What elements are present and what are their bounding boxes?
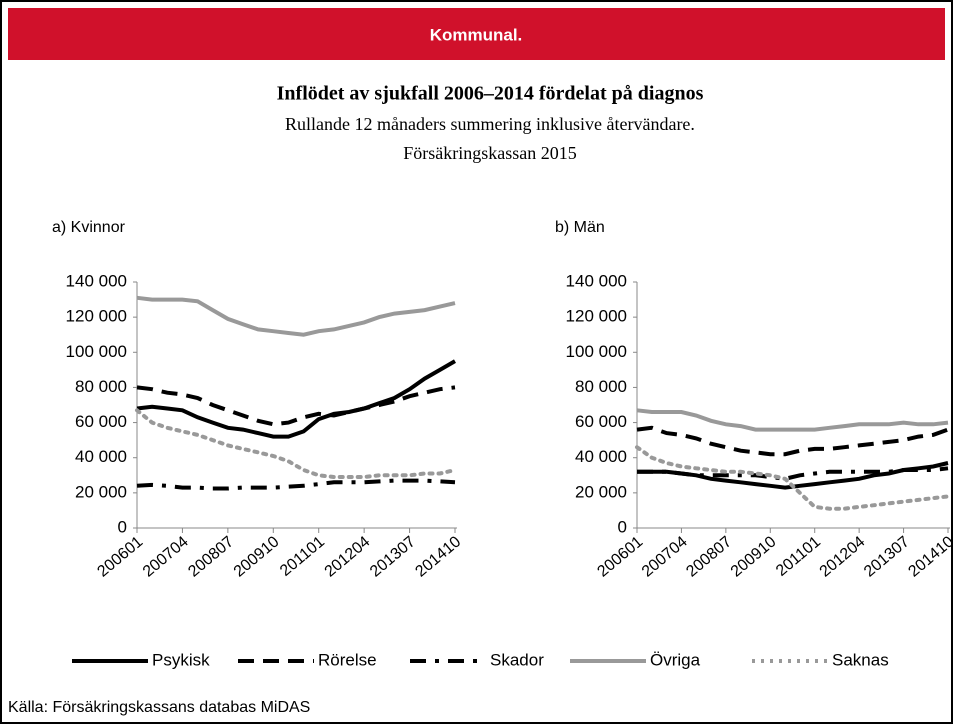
legend-label: Saknas	[832, 650, 889, 669]
series-line	[635, 445, 950, 511]
panel-title: a) Kvinnor	[52, 219, 126, 236]
y-tick-label: 60 000	[575, 412, 627, 431]
y-tick-label: 0	[118, 517, 127, 536]
y-tick-label: 100 000	[566, 342, 627, 361]
header-bar	[8, 8, 945, 60]
legend-label: Rörelse	[318, 650, 377, 669]
chart-title: Inflödet av sjukfall 2006–2014 fördelat …	[277, 83, 704, 105]
y-tick-label: 20 000	[75, 482, 127, 501]
series-line	[637, 466, 949, 481]
legend-label: Psykisk	[152, 650, 210, 669]
subtitle: Försäkringskassan 2015	[403, 143, 577, 163]
series-line	[136, 385, 456, 427]
header-logo: Kommunal.	[430, 25, 523, 44]
y-tick-label: 80 000	[75, 377, 127, 396]
legend-label: Övriga	[650, 650, 701, 669]
series-line	[636, 425, 949, 457]
series-line	[136, 295, 456, 337]
legend-label: Skador	[490, 650, 544, 669]
panel-title: b) Män	[555, 219, 605, 236]
source: Källa: Försäkringskassans databas MiDAS	[8, 699, 310, 716]
y-tick-label: 0	[618, 517, 627, 536]
y-tick-label: 120 000	[66, 307, 127, 326]
y-tick-label: 20 000	[575, 482, 627, 501]
y-tick-label: 40 000	[75, 447, 127, 466]
y-tick-label: 140 000	[66, 271, 127, 290]
series-line	[136, 478, 456, 491]
y-tick-label: 60 000	[75, 412, 127, 431]
series-line	[135, 408, 457, 479]
subtitle: Rullande 12 månaders summering inklusive…	[285, 114, 695, 134]
y-tick-label: 120 000	[566, 307, 627, 326]
series-line	[136, 359, 457, 439]
y-tick-label: 40 000	[575, 447, 627, 466]
y-tick-label: 100 000	[66, 342, 127, 361]
series-line	[636, 408, 949, 432]
y-tick-label: 80 000	[575, 377, 627, 396]
y-tick-label: 140 000	[566, 271, 627, 290]
